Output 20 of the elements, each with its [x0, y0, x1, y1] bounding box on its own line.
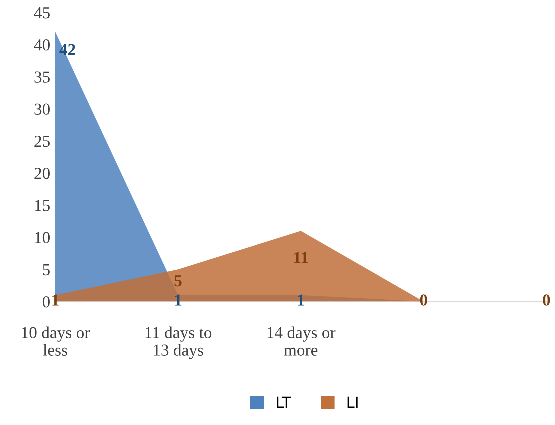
data-label: 11 [294, 252, 308, 264]
y-tick-label: 25 [34, 136, 50, 148]
legend-label: LI [348, 396, 358, 408]
x-tick-label: 14 days or more [268, 326, 336, 356]
y-tick-label: 20 [34, 168, 50, 180]
y-tick-label: 0 [42, 296, 50, 308]
x-tick-label: 11 days to 13 days [146, 326, 212, 360]
data-label: 0 [420, 294, 428, 306]
y-tick-label: 40 [34, 40, 50, 51]
legend-label: LT [277, 396, 292, 408]
y-tick-label: 10 [35, 232, 50, 244]
y-tick-label: 15 [35, 200, 50, 212]
data-label: 0 [543, 294, 550, 306]
x-tick-label: 10 days or less [22, 326, 90, 356]
data-label: 1 [52, 294, 59, 306]
y-tick-label: 45 [34, 8, 50, 19]
y-tick-label: 5 [43, 264, 50, 276]
y-tick-label: 30 [34, 104, 50, 116]
data-label: 5 [174, 276, 182, 287]
y-tick-label: 35 [34, 72, 50, 83]
